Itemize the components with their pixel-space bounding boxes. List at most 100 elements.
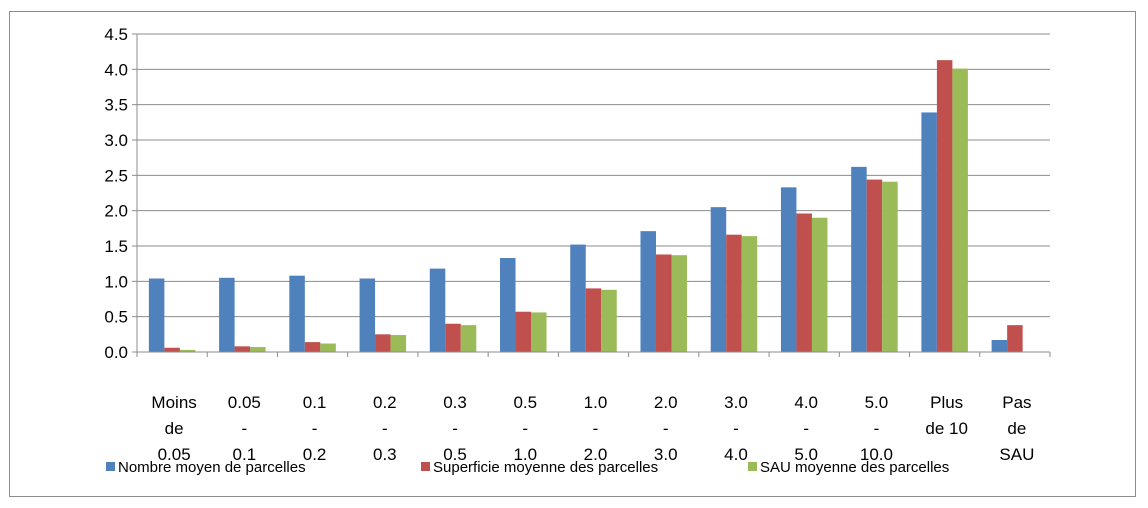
x-category-line: 3.0	[654, 445, 678, 464]
chart-frame: 0.0 0.5 1.0 1.5 2.0 2.5 3.0 3.5 4.0 4.5 Moins de 0.…	[9, 11, 1136, 497]
y-tick-label: 2.5	[104, 166, 128, 185]
y-tick-label: 3.0	[104, 131, 128, 150]
bar	[570, 244, 586, 352]
y-tick-label: 1.5	[104, 237, 128, 256]
x-category-line: -	[803, 419, 809, 438]
x-category-line: de 10	[925, 419, 968, 438]
x-category-line: 5.0	[794, 445, 818, 464]
y-tick-label: 1.0	[104, 272, 128, 291]
x-category-line: 0.5	[443, 445, 467, 464]
x-category-line: 0.2	[303, 445, 327, 464]
x-category-line: Pas	[1002, 393, 1031, 412]
bar	[640, 231, 656, 352]
bar	[359, 278, 376, 352]
x-category-label: 0.1 - 0.2	[303, 393, 327, 464]
x-category-line: 0.3	[443, 393, 467, 412]
x-category-line: 2.0	[584, 445, 608, 464]
x-category-line: 2.0	[654, 393, 678, 412]
bar	[429, 268, 446, 352]
x-category-line: 5.0	[865, 393, 889, 412]
bar	[445, 323, 461, 352]
x-category-line: Plus	[930, 393, 963, 412]
x-category-line: -	[242, 419, 248, 438]
bar	[780, 187, 797, 352]
x-category-line: 0.05	[158, 445, 191, 464]
legend-swatch	[748, 462, 757, 471]
bar	[219, 277, 235, 352]
x-category-line: 1.0	[584, 393, 608, 412]
x-category-label: 0.2 - 0.3	[373, 393, 397, 464]
x-category-line: -	[522, 419, 528, 438]
x-category-line: 0.05	[228, 393, 261, 412]
bar	[460, 325, 477, 352]
x-category-label: Moins de 0.05	[151, 393, 196, 464]
x-category-label: Pas de SAU	[999, 393, 1034, 464]
bar	[710, 207, 727, 352]
bar	[500, 258, 516, 352]
x-category-line: 0.2	[373, 393, 397, 412]
x-category-label: 0.3 - 0.5	[443, 393, 467, 464]
bar	[515, 311, 532, 352]
x-category-line: 1.0	[513, 445, 537, 464]
x-category-label: 3.0 - 4.0	[724, 393, 748, 464]
bar	[655, 254, 672, 352]
x-category-line: -	[874, 419, 880, 438]
y-tick-label: 3.5	[104, 96, 128, 115]
bar	[164, 347, 180, 352]
bar	[320, 343, 336, 352]
x-category-label: 2.0 - 3.0	[654, 393, 678, 464]
bar	[952, 68, 968, 353]
y-tick-label: 0.5	[104, 308, 128, 327]
grid-lines	[137, 33, 1050, 318]
bar	[741, 236, 758, 352]
bar	[851, 166, 867, 352]
y-tick-label: 0.0	[104, 343, 128, 362]
x-category-label: 5.0 - 10.0	[860, 393, 893, 464]
x-category-line: 4.0	[724, 445, 748, 464]
bar	[601, 289, 617, 352]
bar	[531, 312, 547, 352]
bar	[882, 181, 898, 352]
y-tick-labels: 0.0 0.5 1.0 1.5 2.0 2.5 3.0 3.5 4.0 4.5	[104, 25, 128, 362]
x-category-line: -	[663, 419, 669, 438]
x-category-label: 0.5 - 1.0	[513, 393, 537, 464]
bar	[390, 335, 407, 352]
x-category-label: 4.0 - 5.0	[794, 393, 818, 464]
legend: Nombre moyen de parcelles Superficie moye…	[106, 459, 949, 476]
bar	[304, 342, 321, 352]
bar	[148, 278, 165, 352]
x-category-line: 0.3	[373, 445, 397, 464]
x-category-labels: Moins de 0.050.05 -0.10.1 -0.20.2 -0.30.3 -0.5…	[151, 393, 1034, 464]
x-category-label: Plus de 10	[925, 393, 968, 438]
bar	[250, 347, 266, 352]
legend-label: Nombre moyen de parcelles	[118, 459, 306, 476]
legend-label: SAU moyenne des parcelles	[760, 459, 949, 476]
x-category-line: 10.0	[860, 445, 893, 464]
x-category-line: 0.5	[513, 393, 537, 412]
x-category-line: de	[165, 419, 184, 438]
bar	[234, 346, 251, 352]
axes	[132, 33, 1051, 357]
x-category-line: -	[733, 419, 739, 438]
bar-chart: 0.0 0.5 1.0 1.5 2.0 2.5 3.0 3.5 4.0 4.5 Moins de 0.…	[104, 25, 1051, 476]
legend-swatch	[106, 462, 115, 471]
bar	[671, 255, 687, 352]
y-tick-label: 4.0	[104, 60, 128, 79]
bar	[1007, 325, 1023, 352]
bar	[936, 60, 953, 352]
x-category-line: 4.0	[794, 393, 818, 412]
x-category-line: -	[593, 419, 599, 438]
bar	[796, 213, 812, 352]
bar	[811, 217, 828, 352]
x-category-line: -	[312, 419, 318, 438]
x-category-line: SAU	[999, 445, 1034, 464]
x-category-label: 0.05 - 0.1	[228, 393, 261, 464]
legend-label: Superficie moyenne des parcelles	[433, 459, 658, 476]
x-category-line: -	[452, 419, 458, 438]
y-tick-label: 2.0	[104, 202, 128, 221]
x-category-line: Moins	[151, 393, 196, 412]
bar	[375, 334, 391, 352]
x-category-line: 0.1	[303, 393, 327, 412]
bar	[585, 288, 602, 352]
x-category-line: 0.1	[233, 445, 257, 464]
